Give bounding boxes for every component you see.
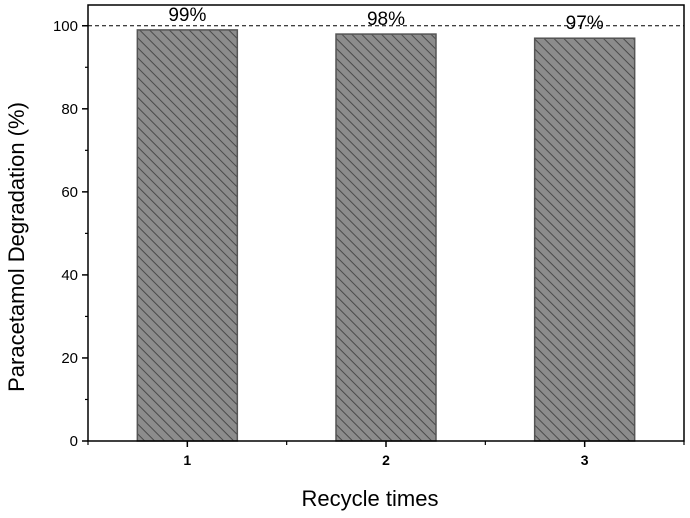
x-tick-label-2: 2 xyxy=(382,452,390,468)
data-label-3: 97% xyxy=(566,13,604,34)
data-label-2: 98% xyxy=(367,9,405,30)
y-tick-label-40: 40 xyxy=(61,267,78,284)
bar-3 xyxy=(533,37,636,442)
y-tick-label-0: 0 xyxy=(70,433,78,450)
x-tick-label-1: 1 xyxy=(183,452,191,468)
y-tick-label-20: 20 xyxy=(61,350,78,367)
data-label-1: 99% xyxy=(168,5,206,26)
axes-group xyxy=(82,4,685,447)
bar-1 xyxy=(136,29,239,442)
y-axis-title: Paracetamol Degradation (%) xyxy=(4,102,29,392)
bars-group xyxy=(136,29,636,442)
labels-group: 99% 98% 97% 0 20 40 60 80 100 1 2 3 xyxy=(53,5,604,468)
y-tick-label-100: 100 xyxy=(53,18,78,35)
x-tick-label-3: 3 xyxy=(581,452,589,468)
y-tick-label-80: 80 xyxy=(61,101,78,118)
y-tick-label-60: 60 xyxy=(61,184,78,201)
bar-2 xyxy=(335,33,437,442)
x-axis-title: Recycle times xyxy=(302,486,439,511)
